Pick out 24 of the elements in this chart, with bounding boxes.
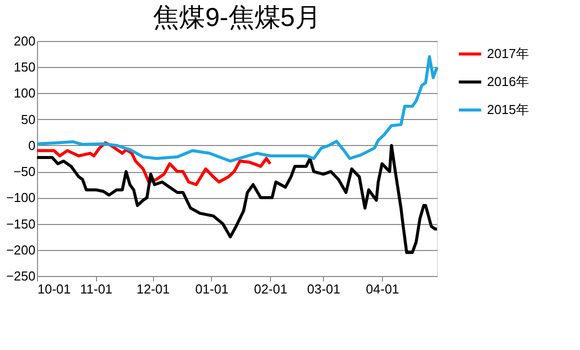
x-tick-label: 01-01: [195, 282, 229, 296]
x-tick-label: 11-01: [80, 282, 112, 296]
y-tick-label: −50: [13, 164, 36, 180]
y-tick-label: 0: [28, 138, 36, 153]
y-tick-label: 50: [21, 112, 36, 127]
x-tick-label: 02-01: [254, 282, 288, 296]
y-tick-label: 100: [14, 86, 36, 101]
y-tick-label: −250: [6, 268, 36, 284]
y-tick-label: −100: [6, 190, 36, 206]
y-tick-label: 150: [14, 60, 36, 75]
line-series: [36, 55, 438, 163]
x-tick-label: 03-01: [307, 282, 340, 296]
legend-label: 2016年: [487, 74, 529, 89]
chart-title: 焦煤9-焦煤5月: [153, 2, 321, 32]
legend-label: 2015年: [487, 102, 529, 117]
line-series: [36, 141, 272, 186]
y-tick-label: −200: [6, 242, 36, 258]
y-tick-label: 200: [14, 34, 36, 48]
x-tick-label: 12-01: [136, 282, 170, 296]
line-series: [36, 144, 438, 254]
x-tick-label: 10-01: [38, 282, 71, 296]
y-tick-label: −150: [6, 216, 36, 232]
x-tick-label: 04-01: [366, 282, 400, 296]
legend-label: 2017年: [487, 46, 529, 61]
